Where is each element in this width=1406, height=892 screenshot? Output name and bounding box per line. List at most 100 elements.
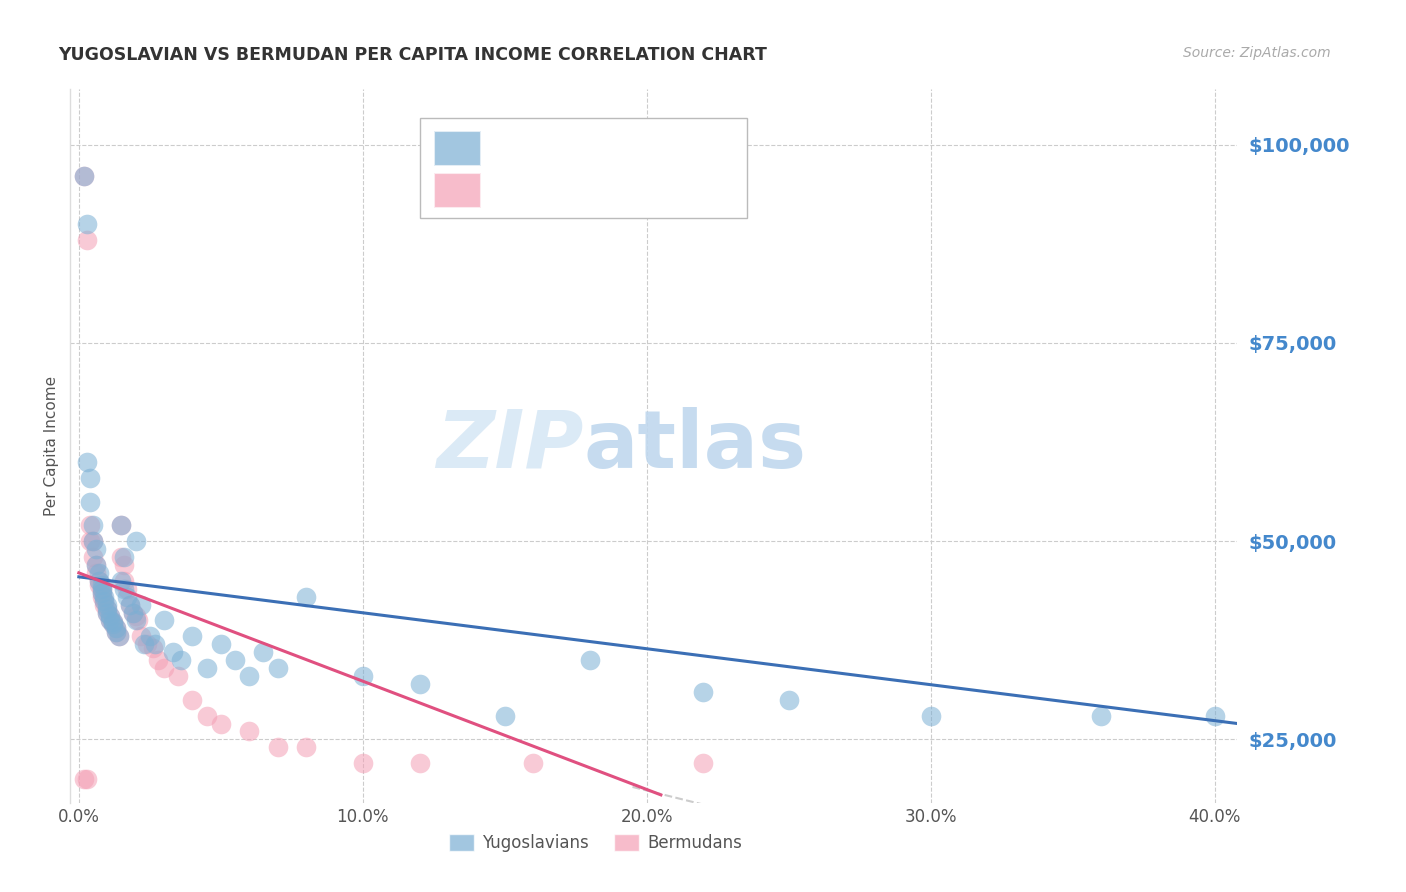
Point — [139, 629, 162, 643]
Point — [112, 549, 135, 564]
Point — [98, 614, 121, 628]
Text: Source: ZipAtlas.com: Source: ZipAtlas.com — [1182, 46, 1330, 61]
Point — [104, 621, 127, 635]
Point — [209, 716, 232, 731]
Text: YUGOSLAVIAN VS BERMUDAN PER CAPITA INCOME CORRELATION CHART: YUGOSLAVIAN VS BERMUDAN PER CAPITA INCOM… — [59, 46, 768, 64]
Point — [84, 566, 107, 580]
Point — [90, 582, 112, 596]
Point — [90, 590, 112, 604]
Point — [104, 625, 127, 640]
Text: -0.226: -0.226 — [544, 182, 603, 200]
Point — [107, 629, 129, 643]
Point — [522, 756, 544, 771]
Point — [73, 169, 96, 184]
Point — [84, 558, 107, 572]
Point — [93, 593, 115, 607]
Point — [104, 621, 127, 635]
Point — [90, 578, 112, 592]
Point — [96, 601, 118, 615]
Point — [145, 637, 167, 651]
Point — [84, 558, 107, 572]
Point — [79, 494, 101, 508]
Point — [266, 740, 288, 755]
Point — [124, 614, 146, 628]
Point — [112, 574, 135, 588]
Point — [920, 708, 942, 723]
Legend: Yugoslavians, Bermudans: Yugoslavians, Bermudans — [441, 827, 749, 859]
Point — [98, 609, 121, 624]
Point — [87, 578, 110, 592]
Point — [96, 606, 118, 620]
Point — [134, 637, 156, 651]
Y-axis label: Per Capita Income: Per Capita Income — [44, 376, 59, 516]
Point — [101, 617, 124, 632]
Point — [167, 669, 190, 683]
Point — [162, 645, 184, 659]
Text: -0.281: -0.281 — [544, 139, 603, 157]
Point — [408, 756, 430, 771]
Point — [124, 609, 146, 624]
Point — [692, 756, 714, 771]
Point — [136, 637, 159, 651]
Point — [295, 740, 318, 755]
Point — [124, 534, 146, 549]
Point — [778, 692, 800, 706]
Point — [90, 585, 112, 599]
FancyBboxPatch shape — [420, 118, 747, 218]
Point — [112, 558, 135, 572]
Point — [82, 534, 104, 549]
Point — [118, 598, 141, 612]
Point — [84, 542, 107, 557]
Point — [98, 609, 121, 624]
Point — [110, 518, 132, 533]
Point — [118, 598, 141, 612]
Point — [195, 661, 218, 675]
Point — [238, 669, 260, 683]
Point — [352, 756, 374, 771]
Point — [101, 615, 124, 629]
Point — [121, 606, 143, 620]
Point — [110, 574, 132, 588]
Point — [129, 629, 152, 643]
Point — [121, 606, 143, 620]
Point — [115, 582, 138, 596]
Point — [82, 518, 104, 533]
Point — [112, 582, 135, 596]
Point — [153, 661, 176, 675]
Point — [76, 233, 98, 247]
Point — [181, 692, 204, 706]
Point — [352, 669, 374, 683]
Point — [76, 772, 98, 786]
Point — [90, 585, 112, 599]
FancyBboxPatch shape — [434, 173, 481, 208]
Point — [82, 534, 104, 549]
Point — [101, 617, 124, 632]
Point — [579, 653, 602, 667]
Point — [107, 629, 129, 643]
Point — [87, 574, 110, 588]
Point — [79, 518, 101, 533]
Point — [1204, 708, 1226, 723]
Point — [142, 641, 165, 656]
Point — [96, 598, 118, 612]
Point — [127, 614, 149, 628]
Point — [73, 169, 96, 184]
Point — [87, 574, 110, 588]
Point — [266, 661, 288, 675]
Point — [82, 549, 104, 564]
Point — [181, 629, 204, 643]
Point — [93, 593, 115, 607]
Text: R =: R = — [492, 182, 529, 200]
Point — [79, 534, 101, 549]
Point — [76, 217, 98, 231]
Point — [79, 471, 101, 485]
Point — [238, 724, 260, 739]
Point — [170, 653, 193, 667]
Point — [96, 601, 118, 615]
Point — [90, 582, 112, 596]
Point — [129, 598, 152, 612]
Text: N =: N = — [644, 182, 682, 200]
Point — [98, 614, 121, 628]
Point — [494, 708, 516, 723]
Point — [87, 566, 110, 580]
